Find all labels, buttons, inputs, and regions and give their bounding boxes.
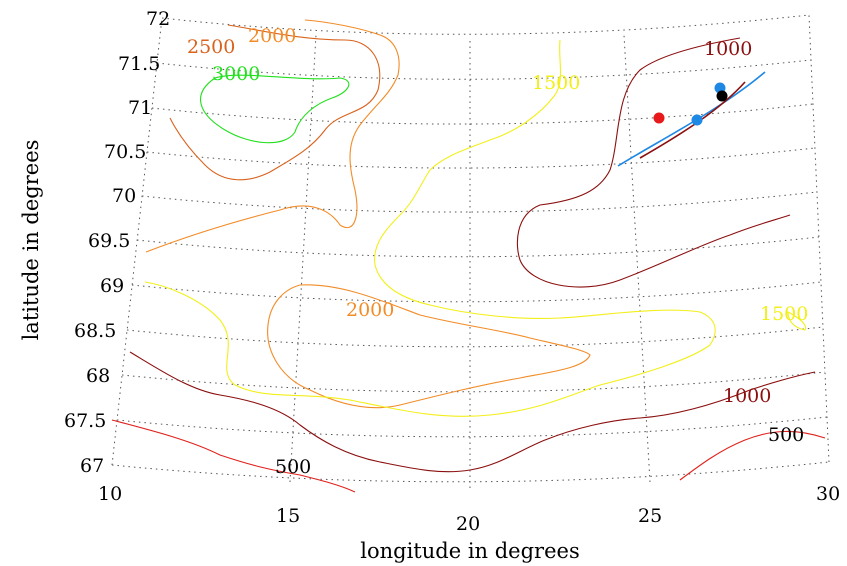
lat-tick: 71.5 xyxy=(118,53,160,75)
contour-label: 500 xyxy=(768,424,804,446)
contour-label: 2500 xyxy=(187,36,235,58)
latitude-ticks: 67 67.5 68 68.5 69 69.5 70 70.5 71 71.5 … xyxy=(64,8,170,477)
parallel-70 xyxy=(141,191,818,213)
contour-labels: 2000 2500 3000 1500 1000 2000 1500 1000 … xyxy=(187,25,808,478)
lat-tick: 70.5 xyxy=(104,141,146,163)
lon-tick: 20 xyxy=(456,513,480,535)
contour-1000-east xyxy=(516,37,791,288)
parallel-71.5 xyxy=(156,59,812,80)
meridian-10 xyxy=(111,17,163,466)
parallel-70.5 xyxy=(146,147,816,169)
contour-label: 1000 xyxy=(723,385,771,407)
contour-label: 2000 xyxy=(346,299,394,321)
track-line-blue xyxy=(617,71,766,167)
marker-blue xyxy=(691,114,703,126)
x-axis-label: longitude in degrees xyxy=(360,539,579,563)
contour-3000 xyxy=(199,74,350,144)
marker-black xyxy=(716,90,728,102)
contour-500-east xyxy=(679,430,826,481)
parallel-68.5 xyxy=(126,326,824,348)
contour-2500 xyxy=(169,24,381,181)
contour-label: 500 xyxy=(275,456,311,478)
contour-2000-south xyxy=(267,284,591,409)
lat-tick: 69.5 xyxy=(88,230,130,252)
lon-tick: 15 xyxy=(276,505,300,527)
graticule xyxy=(111,14,830,488)
lat-tick: 68.5 xyxy=(74,320,116,342)
contour-label: 1500 xyxy=(760,303,808,325)
meridian-15 xyxy=(289,34,317,483)
contour-label: 2000 xyxy=(248,25,296,47)
contour-label: 3000 xyxy=(212,63,260,85)
lat-tick: 68 xyxy=(86,365,110,387)
lat-tick: 70 xyxy=(112,185,136,207)
contour-label: 1000 xyxy=(704,38,752,60)
contour-500-west xyxy=(111,419,356,493)
lat-tick: 67.5 xyxy=(64,410,106,432)
lon-tick: 10 xyxy=(98,483,122,505)
station-markers xyxy=(653,82,728,126)
parallel-71 xyxy=(151,103,814,125)
contour-lines xyxy=(111,19,826,493)
contour-1000-south xyxy=(129,351,816,473)
lat-tick: 72 xyxy=(146,8,170,30)
contour-1500-main xyxy=(144,39,716,417)
meridian-30 xyxy=(808,14,830,463)
parallel-67.5 xyxy=(116,416,828,438)
parallel-68 xyxy=(121,371,826,393)
lon-tick: 30 xyxy=(816,483,840,505)
longitude-ticks: 10 15 20 25 30 xyxy=(98,483,840,535)
contour-2000-north xyxy=(145,19,400,253)
lat-tick: 69 xyxy=(100,275,124,297)
lat-tick: 71 xyxy=(128,97,152,119)
parallel-69 xyxy=(131,281,822,303)
y-axis-label: latitude in degrees xyxy=(19,140,43,341)
marker-red xyxy=(653,112,665,124)
meridian-25 xyxy=(623,34,651,483)
contour-label: 1500 xyxy=(532,72,580,94)
parallel-69.5 xyxy=(136,236,820,258)
lat-tick: 67 xyxy=(80,455,104,477)
contour-1500-east xyxy=(787,311,807,331)
lon-tick: 25 xyxy=(638,505,662,527)
